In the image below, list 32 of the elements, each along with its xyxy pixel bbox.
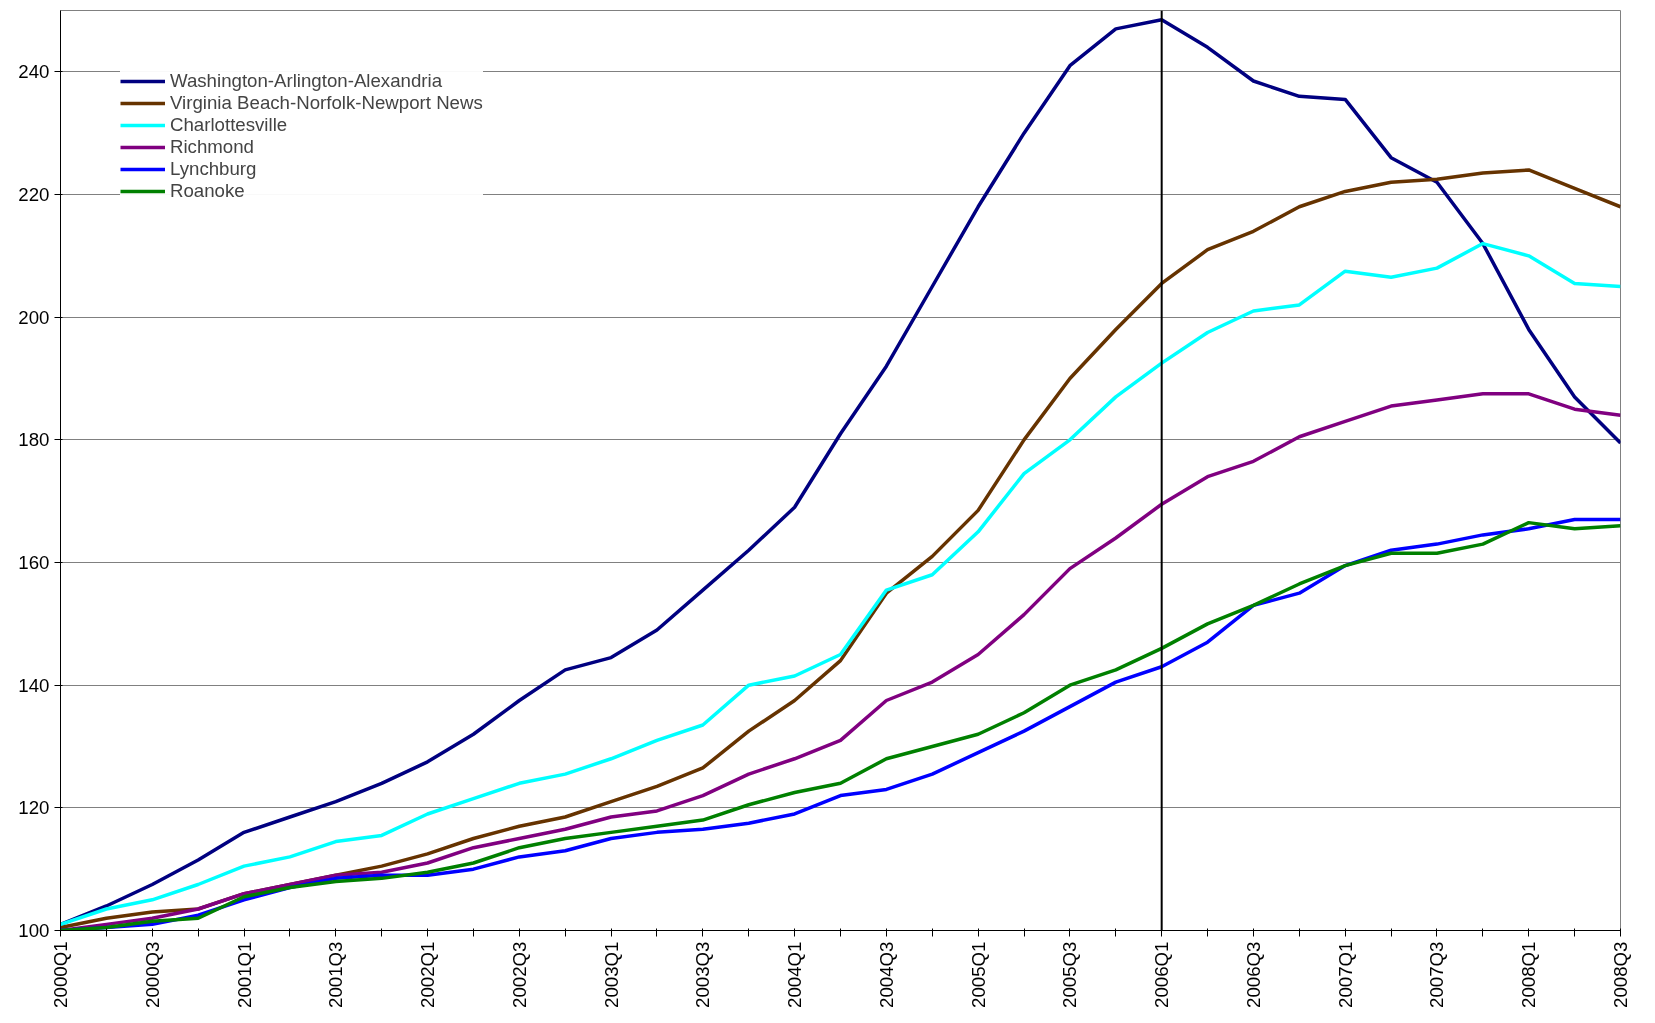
x-tick-label: 2006Q1 — [1151, 941, 1173, 1008]
legend-label: Roanoke — [170, 180, 245, 202]
x-tick-label: 2006Q3 — [1242, 941, 1264, 1008]
legend-label: Lynchburg — [170, 158, 257, 180]
legend-label: Washington-Arlington-Alexandria — [170, 70, 443, 92]
x-tick-label: 2001Q1 — [233, 941, 255, 1008]
x-tick-label: 2002Q1 — [417, 941, 439, 1008]
x-tick-label: 2004Q1 — [784, 941, 806, 1008]
x-tick-label: 2008Q3 — [1610, 941, 1631, 1008]
y-tick-label: 100 — [18, 920, 50, 941]
x-tick-label: 2005Q3 — [1059, 941, 1081, 1008]
x-tick-label: 2003Q1 — [600, 941, 622, 1008]
x-tick-label: 2007Q3 — [1426, 941, 1448, 1008]
x-tick-label: 2000Q3 — [141, 941, 163, 1008]
y-tick-label: 160 — [18, 552, 50, 573]
y-tick-label: 180 — [18, 429, 50, 451]
x-tick-label: 2004Q3 — [875, 941, 897, 1008]
x-tick-label: 2007Q1 — [1334, 941, 1356, 1008]
legend-label: Richmond — [170, 136, 254, 158]
legend-label: Virginia Beach-Norfolk-Newport News — [170, 92, 483, 114]
legend-label: Charlottesville — [170, 114, 288, 136]
y-tick-label: 220 — [18, 184, 50, 205]
y-tick-label: 200 — [18, 306, 50, 328]
x-tick-label: 2000Q1 — [50, 941, 71, 1008]
x-tick-label: 2001Q3 — [325, 941, 347, 1008]
x-tick-label: 2008Q1 — [1518, 941, 1540, 1008]
y-tick-label: 240 — [18, 61, 50, 83]
x-tick-label: 2005Q1 — [967, 941, 989, 1008]
x-tick-label: 2002Q3 — [508, 941, 530, 1008]
y-tick-label: 120 — [18, 797, 50, 819]
x-tick-label: 2003Q3 — [692, 941, 714, 1008]
y-tick-label: 140 — [18, 674, 50, 696]
